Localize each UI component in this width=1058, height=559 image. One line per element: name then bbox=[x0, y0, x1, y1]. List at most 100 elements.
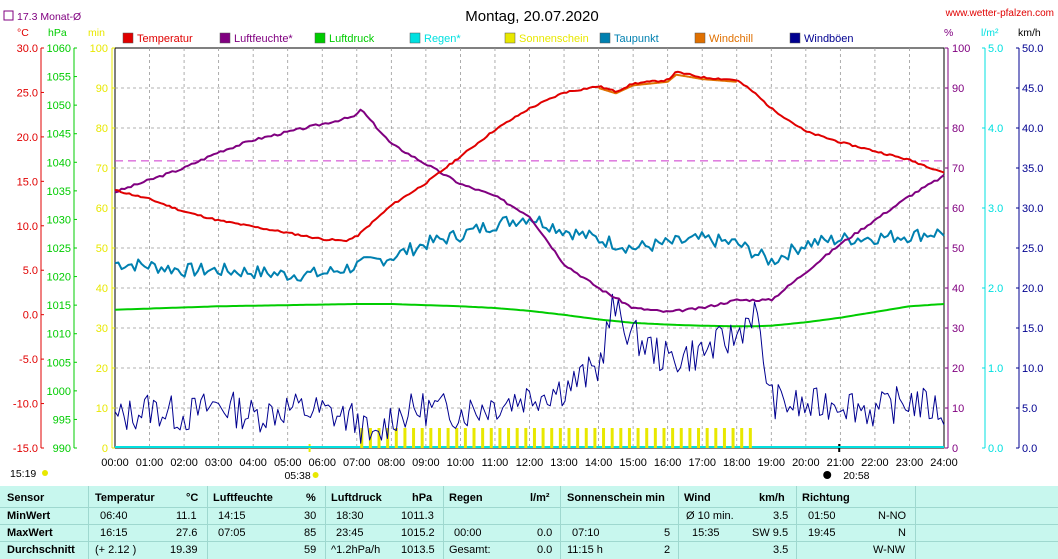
sunshine-bar bbox=[558, 428, 562, 448]
x-tick-label: 22:00 bbox=[861, 457, 889, 469]
sunshine-bar bbox=[550, 428, 554, 448]
x-tick-label: 20:00 bbox=[792, 457, 820, 469]
legend: Temperatur Luftfeuchte* Luftdruck Regen* Son… bbox=[122, 32, 854, 45]
x-tick-label: 04:00 bbox=[239, 457, 267, 469]
sunshine_min-tick-label: 10 bbox=[96, 403, 108, 415]
unit-hpa: hPa bbox=[48, 27, 67, 39]
sunshine-bar bbox=[498, 428, 502, 448]
sunshine-bar bbox=[412, 428, 416, 448]
sunshine_min-tick-label: 80 bbox=[96, 123, 108, 135]
rain-time: 00:00 bbox=[454, 527, 482, 539]
series-taupunkt-line bbox=[114, 215, 945, 282]
legend-label: Sonnenschein bbox=[519, 33, 589, 45]
sunshine_min-tick-label: 90 bbox=[96, 83, 108, 95]
sunshine-bar bbox=[740, 428, 744, 448]
direction-value: W-NW bbox=[873, 544, 906, 556]
weather-chart: 00:00 01:00 02:00 03:00 04:00 05:00 06:00 07:00… bbox=[3, 8, 1054, 482]
sunshine-bar bbox=[748, 428, 752, 448]
x-tick-label: 24:00 bbox=[930, 457, 958, 469]
divider bbox=[678, 486, 679, 559]
sunshine-bar bbox=[463, 428, 467, 448]
rain_lm2-tick-label: 1.0 bbox=[988, 363, 1003, 375]
humidity_pct-tick-label: 100 bbox=[952, 43, 970, 55]
temperature_c-tick-label: 30.0 bbox=[17, 43, 38, 55]
sun-icon bbox=[42, 470, 48, 476]
legend-label: Taupunkt bbox=[614, 33, 659, 45]
divider bbox=[207, 486, 208, 559]
wind_kmh-tick-label: 10.0 bbox=[1022, 363, 1043, 375]
legend-swatch bbox=[409, 32, 421, 44]
rain_lm2-tick-label: 4.0 bbox=[988, 123, 1003, 135]
divider bbox=[88, 486, 89, 559]
header-direction: Richtung bbox=[802, 492, 850, 504]
temp-time: 06:40 bbox=[100, 510, 128, 522]
x-tick-label: 13:00 bbox=[550, 457, 578, 469]
direction-time: 01:50 bbox=[808, 510, 836, 522]
row-label: MinWert bbox=[7, 510, 51, 522]
temperature_c-tick-label: 10.0 bbox=[17, 221, 38, 233]
sunshine_min-tick-label: 40 bbox=[96, 283, 108, 295]
series-luftdruck-line bbox=[114, 303, 945, 328]
x-tick-label: 18:00 bbox=[723, 457, 751, 469]
legend-swatch bbox=[219, 32, 231, 44]
sunshine-bar bbox=[636, 428, 640, 448]
x-tick-label: 02:00 bbox=[170, 457, 198, 469]
sunshine-bar bbox=[532, 428, 536, 448]
legend-swatch bbox=[122, 32, 134, 44]
sunshine-bar bbox=[420, 428, 424, 448]
x-tick-label: 03:00 bbox=[205, 457, 233, 469]
sunshine_min-tick-label: 70 bbox=[96, 163, 108, 175]
legend-label: Luftfeuchte* bbox=[234, 33, 293, 45]
sunshine-bar bbox=[619, 428, 623, 448]
legend-label: Luftdruck bbox=[329, 33, 375, 45]
wind_kmh-tick-label: 45.0 bbox=[1022, 83, 1043, 95]
temp-value: 27.6 bbox=[176, 527, 198, 539]
sunshine-bar bbox=[627, 428, 631, 448]
wind_kmh-tick-label: 25.0 bbox=[1022, 243, 1043, 255]
pressure_hpa-tick-label: 1005 bbox=[47, 357, 71, 369]
legend-label: Windböen bbox=[804, 33, 854, 45]
x-tick-label: 21:00 bbox=[827, 457, 855, 469]
humidity-time: 14:15 bbox=[218, 510, 246, 522]
direction-time: 19:45 bbox=[808, 527, 836, 539]
sunshine_min-tick-label: 60 bbox=[96, 203, 108, 215]
chart-marks bbox=[114, 70, 945, 448]
pressure_hpa-tick-label: 1010 bbox=[47, 329, 71, 341]
humidity_pct-tick-label: 60 bbox=[952, 203, 964, 215]
sunshine-bar bbox=[567, 428, 571, 448]
divider bbox=[915, 486, 916, 559]
sunrise-icon bbox=[312, 472, 319, 478]
direction-value: N-NO bbox=[878, 510, 907, 522]
header-wind-unit: km/h bbox=[759, 492, 785, 504]
temp-trend: (+ 2.12 ) bbox=[95, 544, 137, 556]
temp-time: 16:15 bbox=[100, 527, 128, 539]
unit-lm2: l/m² bbox=[981, 27, 999, 39]
x-tick-label: 15:00 bbox=[619, 457, 647, 469]
x-tick-label: 00:00 bbox=[101, 457, 129, 469]
legend-swatch bbox=[504, 32, 516, 44]
wind_kmh-tick-label: 35.0 bbox=[1022, 163, 1043, 175]
sunshine_min-tick-label: 30 bbox=[96, 323, 108, 335]
wind_kmh-tick-label: 30.0 bbox=[1022, 203, 1043, 215]
legend-swatch bbox=[694, 32, 706, 44]
unit-kmh: km/h bbox=[1018, 27, 1041, 39]
sunshine-bar bbox=[377, 428, 381, 448]
x-tick-label: 23:00 bbox=[896, 457, 924, 469]
rain-total-label: Gesamt: bbox=[449, 544, 491, 556]
pressure-trend: ^1.2hPa/h bbox=[331, 544, 381, 556]
rain_lm2-tick-label: 0.0 bbox=[988, 443, 1003, 455]
pressure-value: 1013.5 bbox=[401, 544, 435, 556]
unit-min: min bbox=[88, 27, 105, 39]
wind_kmh-tick-label: 15.0 bbox=[1022, 323, 1043, 335]
sunshine-bar bbox=[489, 428, 493, 448]
wind_kmh-tick-label: 40.0 bbox=[1022, 123, 1043, 135]
x-tick-label: 06:00 bbox=[308, 457, 336, 469]
humidity_pct-tick-label: 40 bbox=[952, 283, 964, 295]
sun-total: 11:15 h bbox=[567, 544, 603, 556]
site-link[interactable]: www.wetter-pfalzen.com bbox=[945, 8, 1054, 19]
sunshine-bar bbox=[437, 428, 441, 448]
sunshine-bar bbox=[610, 428, 614, 448]
chart-title: Montag, 20.07.2020 bbox=[465, 8, 598, 25]
sunshine-bar bbox=[584, 428, 588, 448]
header-rain: Regen bbox=[449, 492, 483, 504]
